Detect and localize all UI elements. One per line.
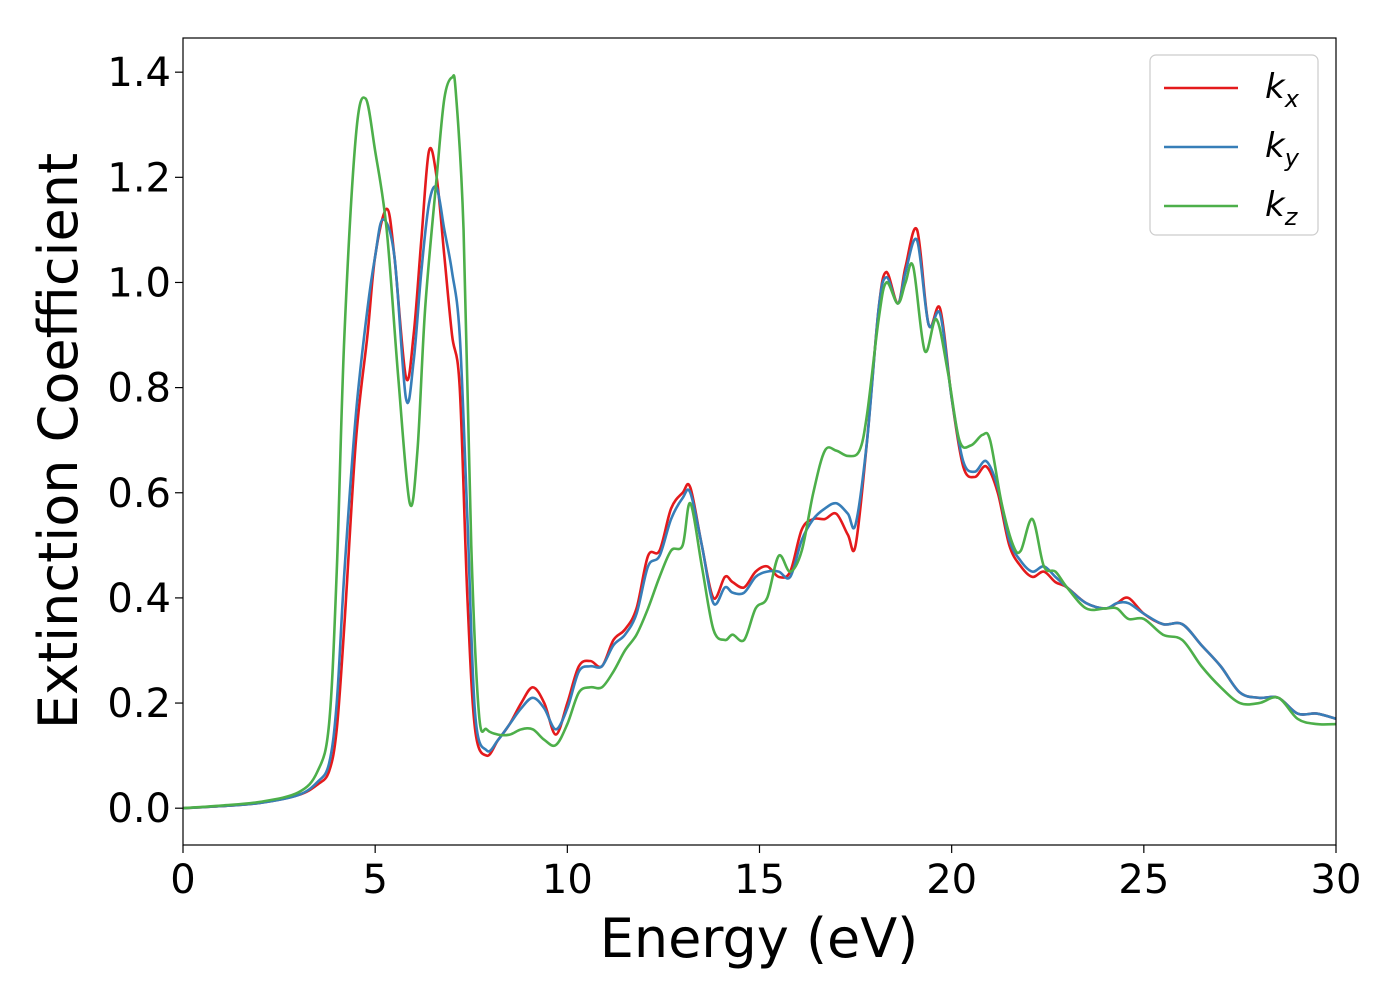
series-line-z	[183, 74, 1336, 810]
legend-label-y: ky	[1265, 126, 1300, 172]
legend-box	[1149, 54, 1319, 236]
x-tick-label: 10	[542, 857, 593, 903]
y-tick-label: 1.4	[107, 50, 171, 96]
y-tick-label: 0.6	[107, 471, 171, 517]
x-axis-label: Energy (eV)	[600, 907, 919, 970]
legend: kx ky kz	[1149, 54, 1319, 236]
legend-label-x: kx	[1265, 67, 1300, 113]
y-axis-label: Extinction Coefficient	[27, 153, 90, 729]
series-line-y	[183, 185, 1336, 810]
y-axis: 0.0 0.2 0.4 0.6 0.8 1.0 1.2 1.4	[107, 50, 183, 832]
x-tick-label: 0	[170, 857, 195, 903]
y-tick-label: 1.2	[107, 155, 171, 201]
y-tick-label: 0.0	[107, 786, 171, 832]
x-axis: 0 5 10 15 20 25 30	[170, 845, 1361, 903]
x-tick-label: 20	[926, 857, 977, 903]
legend-label-z: kz	[1265, 185, 1299, 231]
x-tick-label: 25	[1118, 857, 1169, 903]
y-tick-label: 0.2	[107, 681, 171, 727]
series-line-x	[183, 146, 1336, 810]
x-tick-label: 30	[1311, 857, 1362, 903]
y-tick-label: 0.4	[107, 576, 171, 622]
x-tick-label: 15	[734, 857, 785, 903]
y-tick-label: 0.8	[107, 366, 171, 412]
x-tick-label: 5	[362, 857, 387, 903]
y-tick-label: 1.0	[107, 260, 171, 306]
